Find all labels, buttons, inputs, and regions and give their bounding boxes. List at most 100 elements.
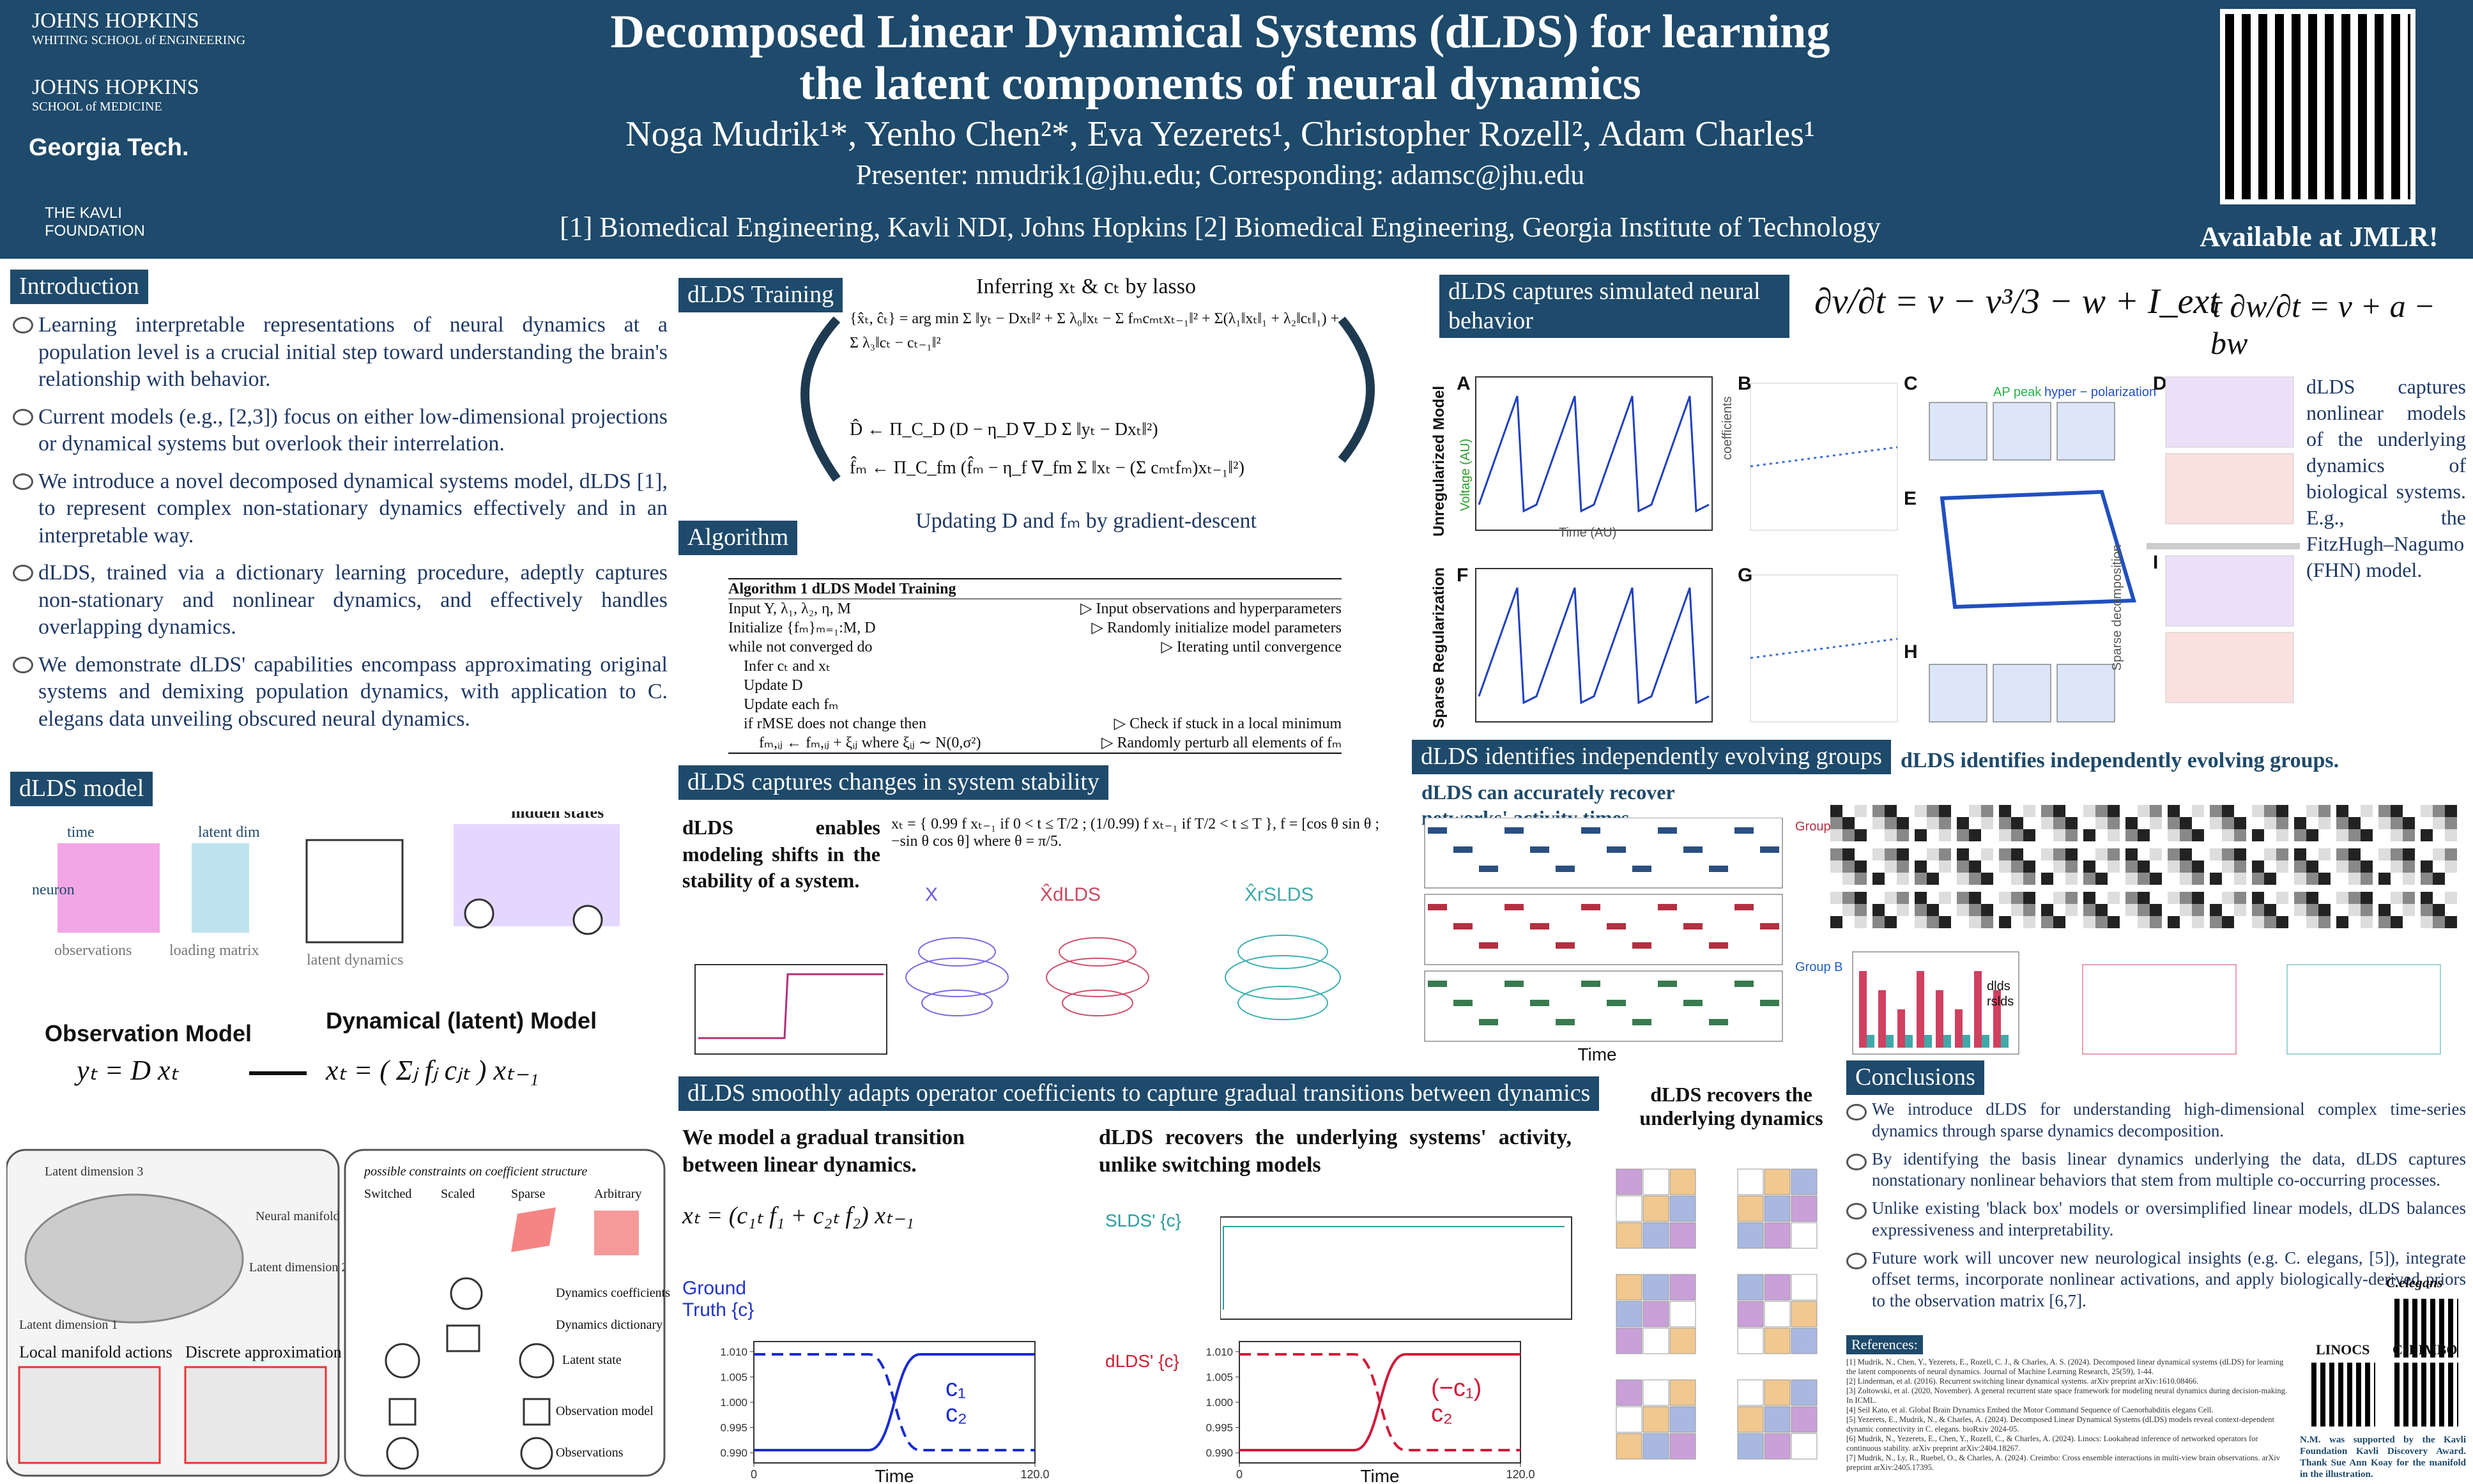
cell: [2433, 805, 2445, 817]
obs-eq: yₜ = D xₜ: [74, 1055, 180, 1086]
cell: [1897, 904, 1909, 916]
qr-code: [2220, 9, 2416, 204]
cell: [1642, 1433, 1669, 1460]
cell: [2252, 892, 2264, 904]
cell: [2306, 848, 2318, 861]
segment: [1556, 942, 1575, 949]
cell: [1737, 1379, 1764, 1406]
cell: [2011, 805, 2023, 817]
operator: [1957, 848, 1993, 885]
dyn-title: Dynamical (latent) Model: [326, 1007, 597, 1034]
cell: [1737, 1327, 1764, 1354]
cell: [1897, 916, 1909, 928]
axis-label: Time (AU): [1559, 526, 1616, 540]
cell: [2433, 829, 2445, 841]
cell: [2276, 829, 2288, 841]
label: Latent state: [562, 1353, 622, 1367]
cell: [1791, 1222, 1818, 1249]
operator: [2252, 805, 2288, 841]
algo-comment: ▷ Check if stuck in a local minimum: [1114, 715, 1342, 732]
segment: [1581, 904, 1600, 910]
cell: [1737, 1433, 1764, 1460]
plus: [572, 905, 603, 935]
cell: [1830, 817, 1842, 829]
references-title: References:: [1846, 1335, 1923, 1354]
cell: [2421, 817, 2433, 829]
cell: [2125, 904, 2138, 916]
label: Neural manifold: [256, 1209, 340, 1223]
cell: [2023, 817, 2035, 829]
cell: [2083, 829, 2095, 841]
cell: [1764, 1406, 1791, 1433]
segment: [1632, 942, 1651, 949]
cell: [2403, 848, 2415, 861]
bar: [2001, 1035, 2009, 1048]
heatmaps: [1616, 1168, 1818, 1460]
segment: [1504, 904, 1524, 910]
cell: [2041, 904, 2053, 916]
cell: [2391, 861, 2403, 873]
segment: [1556, 1019, 1575, 1025]
bar: [1878, 990, 1886, 1048]
operator: [2294, 805, 2331, 841]
algorithm-line: if rMSE does not change then ▷ Check if s…: [728, 714, 1342, 733]
cell: [1939, 817, 1951, 829]
equation: τ ∂w/∂t = v + a − bw: [2210, 288, 2435, 361]
cell: [2445, 904, 2457, 916]
cell: [2083, 848, 2095, 861]
segment: [1709, 1019, 1728, 1025]
cell: [1842, 904, 1855, 916]
cell: [2053, 916, 2065, 928]
cell: [1669, 1195, 1696, 1222]
cell: [1999, 829, 2011, 841]
loading-matrix: [192, 843, 249, 933]
cell: [1885, 873, 1897, 885]
cell: [1669, 1168, 1696, 1195]
cell: [1616, 1327, 1642, 1354]
segment: [1530, 923, 1549, 929]
cell: [2306, 829, 2318, 841]
cell: [2294, 861, 2306, 873]
cell: [1999, 805, 2011, 817]
algo-step: if rMSE does not change then: [728, 715, 926, 732]
cell: [2445, 805, 2457, 817]
cell: [2361, 904, 2373, 916]
bullet: Learning interpretable representations o…: [13, 312, 668, 394]
cell: [2433, 873, 2445, 885]
cell: [1842, 805, 1855, 817]
cell: [1855, 805, 1867, 817]
panel-letter: F: [1457, 565, 1468, 586]
spirals: [905, 935, 1341, 1020]
cell: [2222, 805, 2234, 817]
cell: [2011, 873, 2023, 885]
bar: [1924, 1035, 1932, 1048]
cell: [2095, 829, 2108, 841]
cell: [1885, 861, 1897, 873]
operator: [2252, 848, 2288, 885]
cell: [1969, 805, 1981, 817]
section-heading: Introduction: [10, 270, 148, 304]
cell: [1915, 861, 1927, 873]
cell: [1981, 861, 1993, 873]
cell: [2210, 916, 2222, 928]
cell: [2108, 873, 2120, 885]
panel-title: X̂rSLDS: [1244, 884, 1313, 905]
cell: [1872, 848, 1885, 861]
text: dLDS recovers the underlying dynamics: [1639, 1083, 1823, 1129]
operator: [2421, 848, 2457, 885]
cell: [2276, 904, 2288, 916]
cell: [2234, 861, 2246, 873]
cell: [1642, 1168, 1669, 1195]
label: dLDS' {c}: [1105, 1351, 1179, 1371]
cell: [1669, 1301, 1696, 1327]
flow-panel: [2165, 555, 2294, 627]
shape: [594, 1211, 639, 1255]
cell: [2108, 916, 2120, 928]
panel-letter: E: [1904, 488, 1917, 509]
cell: [1830, 873, 1842, 885]
operator: [2041, 848, 2078, 885]
cell: [1885, 892, 1897, 904]
bullet: Unlike existing 'black box' models or ov…: [1846, 1198, 2466, 1241]
equation: xₜ = { 0.99 f xₜ₋₁ if 0 < t ≤ T/2 ; (1/0…: [891, 816, 1380, 850]
